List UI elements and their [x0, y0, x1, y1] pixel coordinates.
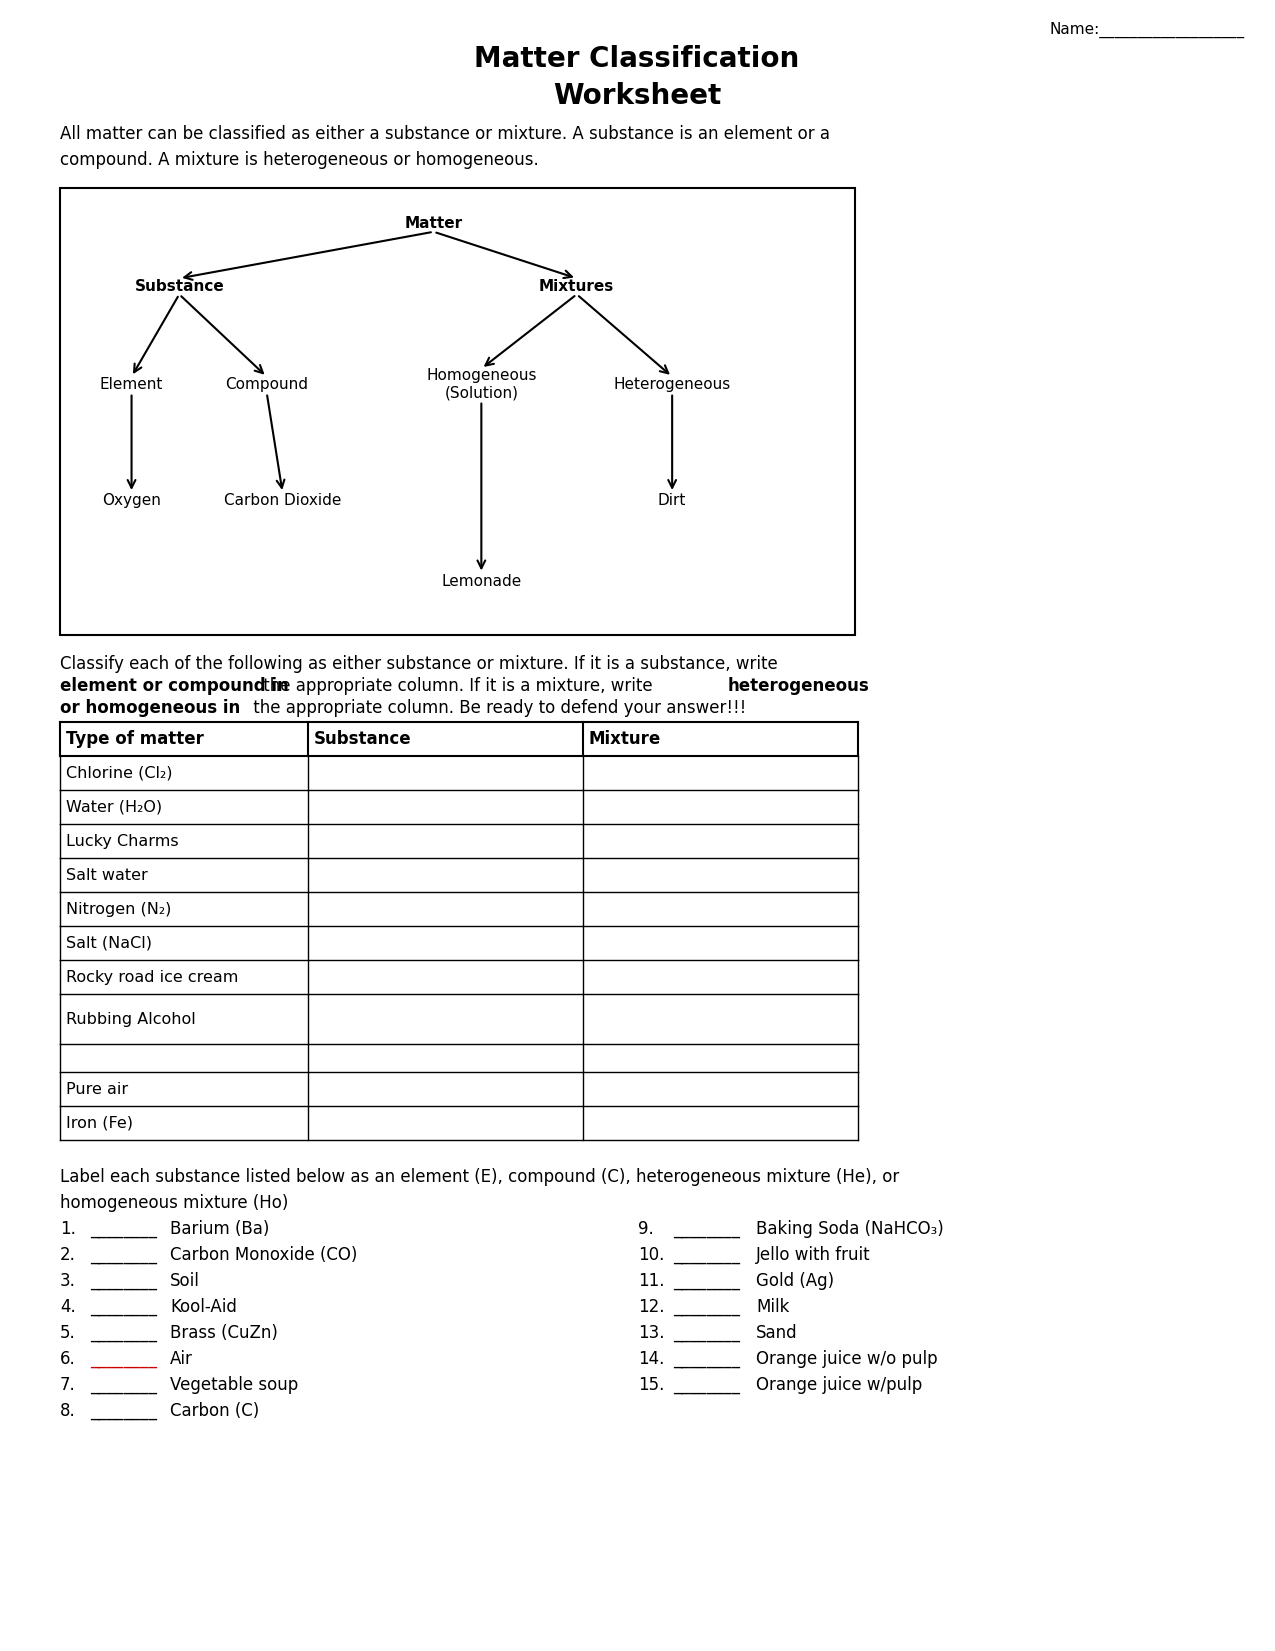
Text: Worksheet: Worksheet — [553, 83, 722, 111]
Text: Oxygen: Oxygen — [102, 494, 161, 509]
Text: Baking Soda (NaHCO₃): Baking Soda (NaHCO₃) — [756, 1220, 944, 1238]
Text: Carbon Dioxide: Carbon Dioxide — [224, 494, 342, 509]
Text: Chlorine (Cl₂): Chlorine (Cl₂) — [66, 766, 172, 781]
Text: Vegetable soup: Vegetable soup — [170, 1375, 298, 1393]
Text: Rubbing Alcohol: Rubbing Alcohol — [66, 1012, 196, 1027]
Bar — [60, 188, 856, 636]
Text: ________: ________ — [91, 1271, 157, 1289]
Text: ________: ________ — [673, 1351, 740, 1369]
Text: 12.: 12. — [638, 1298, 664, 1316]
Text: Brass (CuZn): Brass (CuZn) — [170, 1324, 278, 1342]
Text: Type of matter: Type of matter — [66, 730, 204, 748]
Text: Kool-Aid: Kool-Aid — [170, 1298, 237, 1316]
Text: Dirt: Dirt — [658, 494, 686, 509]
Text: Rocky road ice cream: Rocky road ice cream — [66, 969, 238, 984]
Text: Name:___________________: Name:___________________ — [1049, 21, 1244, 38]
Text: ________: ________ — [673, 1220, 740, 1238]
Text: ________: ________ — [91, 1220, 157, 1238]
Text: ________: ________ — [673, 1247, 740, 1265]
Text: heterogeneous: heterogeneous — [728, 677, 870, 695]
Text: Salt water: Salt water — [66, 867, 148, 883]
Text: 5.: 5. — [60, 1324, 75, 1342]
Text: ________: ________ — [91, 1402, 157, 1420]
Text: or homogeneous in: or homogeneous in — [60, 698, 240, 717]
Text: 10.: 10. — [638, 1247, 664, 1265]
Text: Homogeneous
(Solution): Homogeneous (Solution) — [426, 368, 537, 401]
Text: 7.: 7. — [60, 1375, 75, 1393]
Text: Air: Air — [170, 1351, 193, 1369]
Text: 15.: 15. — [638, 1375, 664, 1393]
Text: 4.: 4. — [60, 1298, 75, 1316]
Text: Gold (Ag): Gold (Ag) — [756, 1271, 834, 1289]
Text: Mixtures: Mixtures — [539, 279, 615, 294]
Text: Matter Classification: Matter Classification — [474, 45, 799, 73]
Text: ________: ________ — [91, 1298, 157, 1316]
Text: Iron (Fe): Iron (Fe) — [66, 1116, 133, 1131]
Text: ________: ________ — [673, 1324, 740, 1342]
Text: the appropriate column. Be ready to defend your answer!!!: the appropriate column. Be ready to defe… — [249, 698, 746, 717]
Text: 6.: 6. — [60, 1351, 75, 1369]
Text: Carbon (C): Carbon (C) — [170, 1402, 259, 1420]
Text: 13.: 13. — [638, 1324, 664, 1342]
Text: 8.: 8. — [60, 1402, 75, 1420]
Text: Lemonade: Lemonade — [441, 575, 521, 589]
Text: 2.: 2. — [60, 1247, 76, 1265]
Text: 11.: 11. — [638, 1271, 664, 1289]
Text: Barium (Ba): Barium (Ba) — [170, 1220, 269, 1238]
Text: ________: ________ — [673, 1298, 740, 1316]
Text: element or compound in: element or compound in — [60, 677, 288, 695]
Text: Mixture: Mixture — [589, 730, 662, 748]
Text: All matter can be classified as either a substance or mixture. A substance is an: All matter can be classified as either a… — [60, 125, 830, 168]
Text: the appropriate column. If it is a mixture, write: the appropriate column. If it is a mixtu… — [258, 677, 658, 695]
Text: Water (H₂O): Water (H₂O) — [66, 799, 162, 814]
Text: ________: ________ — [91, 1375, 157, 1393]
Text: Substance: Substance — [314, 730, 412, 748]
Text: Sand: Sand — [756, 1324, 798, 1342]
Text: Compound: Compound — [226, 376, 309, 393]
Text: ________: ________ — [91, 1324, 157, 1342]
Text: Classify each of the following as either substance or mixture. If it is a substa: Classify each of the following as either… — [60, 655, 778, 674]
Text: Orange juice w/pulp: Orange juice w/pulp — [756, 1375, 922, 1393]
Text: 14.: 14. — [638, 1351, 664, 1369]
Text: Matter: Matter — [404, 216, 463, 231]
Text: Label each substance listed below as an element (E), compound (C), heterogeneous: Label each substance listed below as an … — [60, 1167, 899, 1212]
Text: Orange juice w/o pulp: Orange juice w/o pulp — [756, 1351, 937, 1369]
Text: ________: ________ — [91, 1247, 157, 1265]
Text: ________: ________ — [91, 1351, 157, 1369]
Text: 3.: 3. — [60, 1271, 76, 1289]
Text: Milk: Milk — [756, 1298, 789, 1316]
Text: Carbon Monoxide (CO): Carbon Monoxide (CO) — [170, 1247, 357, 1265]
Text: ________: ________ — [673, 1375, 740, 1393]
Text: Salt (NaCl): Salt (NaCl) — [66, 936, 152, 951]
Text: Soil: Soil — [170, 1271, 200, 1289]
Text: Nitrogen (N₂): Nitrogen (N₂) — [66, 901, 171, 916]
Text: Pure air: Pure air — [66, 1081, 128, 1096]
Text: Jello with fruit: Jello with fruit — [756, 1247, 871, 1265]
Text: Element: Element — [99, 376, 163, 393]
Text: Substance: Substance — [134, 279, 224, 294]
Text: Heterogeneous: Heterogeneous — [613, 376, 731, 393]
Text: 1.: 1. — [60, 1220, 76, 1238]
Text: Lucky Charms: Lucky Charms — [66, 834, 179, 849]
Text: ________: ________ — [673, 1271, 740, 1289]
Text: 9.: 9. — [638, 1220, 654, 1238]
